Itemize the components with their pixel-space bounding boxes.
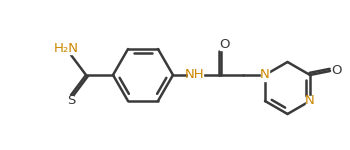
Text: O: O	[219, 38, 229, 51]
Text: S: S	[67, 94, 75, 108]
Text: O: O	[331, 64, 341, 78]
Text: NH: NH	[185, 69, 205, 81]
FancyBboxPatch shape	[188, 69, 203, 81]
FancyBboxPatch shape	[55, 42, 77, 54]
FancyBboxPatch shape	[220, 39, 228, 50]
FancyBboxPatch shape	[332, 66, 340, 76]
FancyBboxPatch shape	[306, 96, 314, 106]
Text: N: N	[305, 94, 315, 108]
Text: H₂N: H₂N	[54, 42, 78, 54]
Text: N: N	[260, 69, 270, 81]
FancyBboxPatch shape	[67, 96, 75, 106]
FancyBboxPatch shape	[261, 69, 269, 81]
